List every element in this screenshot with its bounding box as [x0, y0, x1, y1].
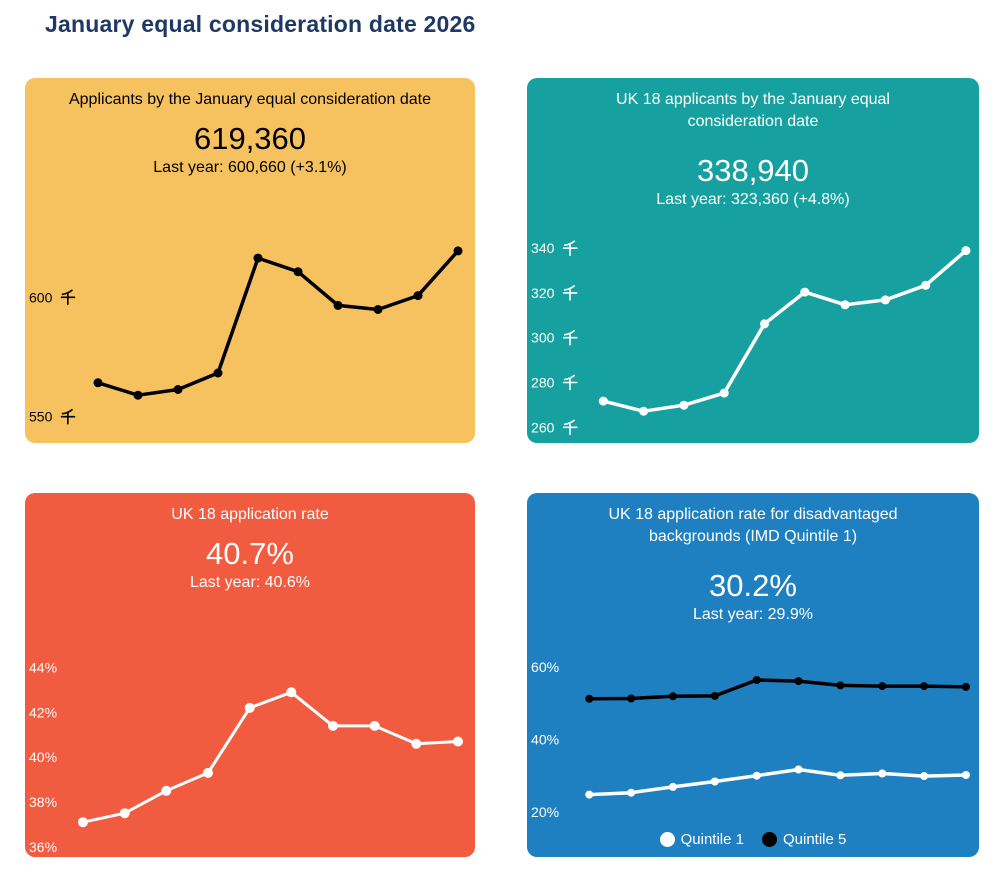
svg-text:260: 260 — [531, 419, 555, 435]
card-title: Applicants by the January equal consider… — [68, 91, 431, 108]
card-title: UK 18 application rate — [171, 506, 329, 523]
headline-block: 338,940 Last year: 323,360 (+4.8%) — [527, 153, 979, 209]
application-rate-line-chart: 44% 42% 40% 38% 36% — [29, 660, 463, 855]
quintile1-dot-icon — [659, 832, 675, 847]
headline-value: 40.7% — [206, 536, 294, 571]
last-year-comparison: Last year: 29.9% — [692, 606, 814, 624]
applicants-line-chart: 600 550 — [29, 246, 463, 425]
card-title: UK 18 application rate for disadvantaged… — [608, 506, 898, 545]
imd-quintile-line-chart: 60% 40% 20% — [531, 659, 970, 820]
headline-value: 619,360 — [193, 121, 307, 156]
svg-text:42%: 42% — [29, 704, 57, 720]
svg-text:550: 550 — [29, 409, 53, 425]
headline-value: 30.2% — [709, 568, 797, 603]
svg-text:300: 300 — [531, 330, 555, 346]
chart-legend: Quintile 1 Quintile 5 — [527, 831, 979, 848]
svg-text:60%: 60% — [531, 659, 559, 675]
card-uk18-application-rate: UK 18 application rate 40.7% Last year: … — [25, 493, 475, 857]
legend-label-quintile5: Quintile 5 — [783, 831, 847, 848]
legend-item-quintile5: Quintile 5 — [762, 831, 846, 848]
svg-text:320: 320 — [531, 285, 555, 301]
last-year-comparison: Last year: 600,660 (+3.1%) — [153, 159, 347, 177]
card-imd-quintile-rate: UK 18 application rate for disadvantaged… — [527, 493, 979, 857]
svg-text:600: 600 — [29, 289, 53, 305]
legend-item-quintile1: Quintile 1 — [659, 831, 744, 848]
last-year-comparison: Last year: 40.6% — [189, 574, 311, 592]
uk18-applicants-line-chart: 340 320 300 280 260 — [531, 240, 971, 435]
legend-label-quintile1: Quintile 1 — [680, 831, 744, 848]
svg-text:44%: 44% — [29, 660, 57, 676]
svg-text:20%: 20% — [531, 804, 559, 820]
svg-text:38%: 38% — [29, 794, 57, 810]
svg-text:340: 340 — [531, 240, 555, 256]
headline-block: 30.2% Last year: 29.9% — [527, 568, 979, 624]
svg-text:36%: 36% — [29, 839, 57, 855]
svg-text:40%: 40% — [29, 749, 57, 765]
last-year-comparison: Last year: 323,360 (+4.8%) — [656, 191, 850, 209]
headline-block: 40.7% Last year: 40.6% — [25, 536, 475, 592]
svg-text:280: 280 — [531, 375, 555, 391]
card-title: UK 18 applicants by the January equal co… — [616, 91, 890, 130]
headline-value: 338,940 — [696, 153, 810, 188]
quintile5-dot-icon — [762, 832, 777, 847]
headline-block: 619,360 Last year: 600,660 (+3.1%) — [25, 121, 475, 177]
card-applicants-total: Applicants by the January equal consider… — [25, 78, 475, 443]
svg-text:40%: 40% — [531, 731, 559, 747]
card-uk18-applicants: UK 18 applicants by the January equal co… — [527, 78, 979, 443]
page-title: January equal consideration date 2026 — [45, 11, 476, 37]
